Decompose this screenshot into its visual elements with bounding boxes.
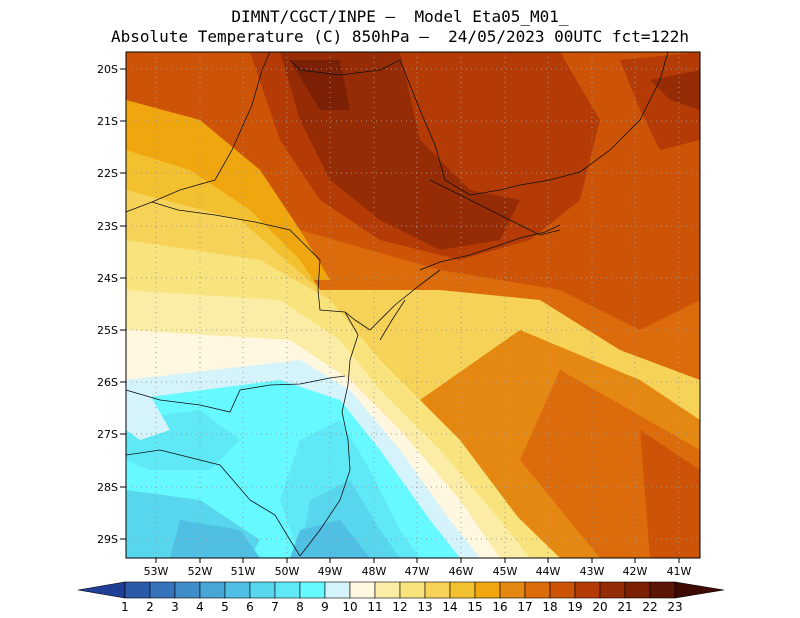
colorbar-label: 10 <box>342 600 357 614</box>
colorbar-swatch <box>249 581 276 599</box>
lat-label: 24S <box>97 272 118 285</box>
colorbar-label: 9 <box>321 600 329 614</box>
colorbar-swatch <box>149 581 176 599</box>
colorbar-label: 12 <box>392 600 407 614</box>
colorbar-label: 2 <box>146 600 154 614</box>
lon-label: 52W <box>188 565 213 578</box>
colorbar-label: 21 <box>617 600 632 614</box>
lon-labels: 53W 52W 51W 50W 49W 48W 47W 46W 45W 44W … <box>144 565 692 578</box>
colorbar-swatch <box>399 581 426 599</box>
colorbar-label: 23 <box>667 600 682 614</box>
lat-lon-grid <box>126 52 700 558</box>
lon-label: 41W <box>667 565 692 578</box>
colorbar <box>77 581 725 599</box>
colorbar-swatch <box>77 581 126 599</box>
colorbar-label: 1 <box>121 600 129 614</box>
colorbar-swatch <box>524 581 551 599</box>
colorbar-label: 18 <box>542 600 557 614</box>
colorbar-swatch <box>199 581 226 599</box>
colorbar-label: 22 <box>642 600 657 614</box>
lat-label: 23S <box>97 220 118 233</box>
colorbar-label: 4 <box>196 600 204 614</box>
colorbar-swatch <box>474 581 501 599</box>
colorbar-swatch <box>374 581 401 599</box>
lon-label: 48W <box>362 565 387 578</box>
plot-frame <box>125 51 701 559</box>
lon-label: 47W <box>405 565 430 578</box>
colorbar-label: 19 <box>567 600 582 614</box>
colorbar-label: 13 <box>417 600 432 614</box>
lat-label: 25S <box>97 324 118 337</box>
lon-label: 51W <box>231 565 256 578</box>
colorbar-label: 5 <box>221 600 229 614</box>
colorbar-swatch <box>124 581 151 599</box>
colorbar-label: 6 <box>246 600 254 614</box>
lat-label: 21S <box>97 115 118 128</box>
lon-label: 46W <box>449 565 474 578</box>
colorbar-label: 16 <box>492 600 507 614</box>
lat-label: 22S <box>97 167 118 180</box>
colorbar-label: 3 <box>171 600 179 614</box>
colorbar-label: 17 <box>517 600 532 614</box>
colorbar-swatch <box>299 581 326 599</box>
map-title-line-2: Absolute Temperature (C) 850hPa – 24/05/… <box>111 27 689 46</box>
colorbar-swatch <box>574 581 601 599</box>
lon-label: 43W <box>580 565 605 578</box>
lon-label: 42W <box>623 565 648 578</box>
lat-labels: 20S 21S 22S 23S 24S 25S 26S 27S 28S 29S <box>97 63 118 546</box>
colorbar-swatch <box>649 581 676 599</box>
colorbar-swatch <box>599 581 626 599</box>
lon-ticks <box>155 558 680 563</box>
lat-label: 28S <box>97 481 118 494</box>
colorbar-swatch <box>449 581 476 599</box>
colorbar-label: 14 <box>442 600 457 614</box>
colorbar-swatch <box>274 581 301 599</box>
lat-ticks <box>120 68 126 540</box>
lat-label: 20S <box>97 63 118 76</box>
colorbar-label: 15 <box>467 600 482 614</box>
colorbar-swatch <box>624 581 651 599</box>
map-title-line-1: DIMNT/CGCT/INPE – Model Eta05_M01_ <box>231 7 569 26</box>
colorbar-label: 8 <box>296 600 304 614</box>
political-borders <box>126 52 669 557</box>
lat-label: 29S <box>97 533 118 546</box>
colorbar-swatch <box>424 581 451 599</box>
colorbar-swatch <box>674 581 725 599</box>
lon-label: 45W <box>493 565 518 578</box>
colorbar-swatch <box>549 581 576 599</box>
lon-label: 49W <box>318 565 343 578</box>
lat-label: 26S <box>97 376 118 389</box>
lon-label: 44W <box>536 565 561 578</box>
colorbar-labels: 1 2 3 4 5 6 7 8 9 10 11 12 13 14 15 16 17 18 19 20 21 22 23 <box>121 600 682 614</box>
colorbar-swatch <box>224 581 251 599</box>
colorbar-swatch <box>324 581 351 599</box>
colorbar-label: 11 <box>367 600 382 614</box>
colorbar-label: 7 <box>271 600 279 614</box>
lon-label: 50W <box>275 565 300 578</box>
lon-label: 53W <box>144 565 169 578</box>
lat-label: 27S <box>97 428 118 441</box>
temperature-field <box>126 52 700 558</box>
colorbar-swatch <box>499 581 526 599</box>
colorbar-swatch <box>174 581 201 599</box>
colorbar-swatch <box>349 581 376 599</box>
colorbar-label: 20 <box>592 600 607 614</box>
